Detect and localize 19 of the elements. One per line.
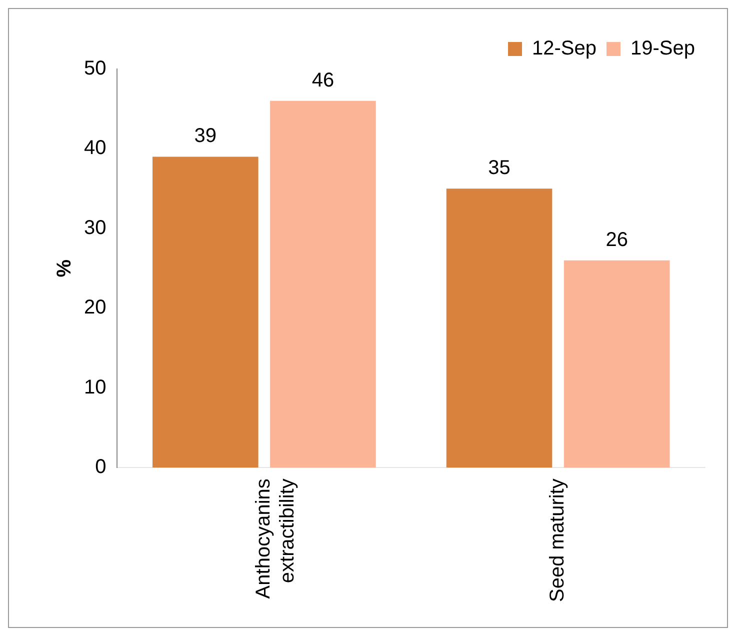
data-label: 26	[606, 228, 628, 251]
legend-label: 19-Sep	[630, 38, 696, 60]
bar	[152, 156, 258, 468]
data-label: 35	[488, 157, 510, 180]
bar	[564, 260, 670, 468]
y-tick-label: 40	[84, 137, 106, 160]
y-tick-label: 20	[84, 296, 106, 319]
bar	[446, 188, 552, 468]
data-label: 46	[312, 69, 334, 92]
y-tick-label: 10	[84, 376, 106, 398]
y-tick-label: 0	[95, 456, 106, 478]
y-axis-title: %	[54, 259, 76, 278]
data-label: 39	[194, 125, 217, 148]
x-tick-label: Seed maturity	[546, 478, 569, 602]
x-tick-label: Anthocyanins extractibility	[252, 478, 299, 599]
legend-label: 12-Sep	[532, 38, 597, 60]
bar	[270, 100, 376, 468]
y-tick-label: 50	[84, 58, 106, 80]
y-tick-label: 30	[84, 216, 106, 239]
